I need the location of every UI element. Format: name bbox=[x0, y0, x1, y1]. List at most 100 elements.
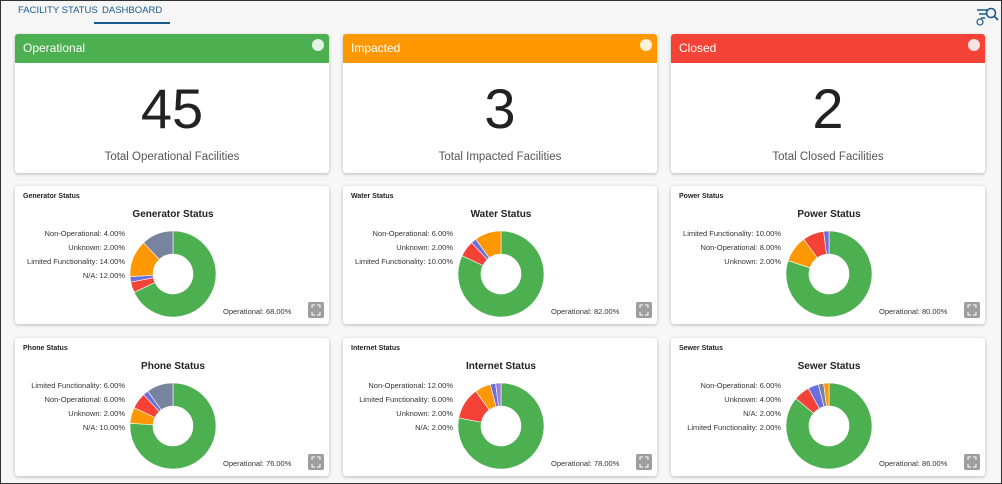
slice-label: Operational: 82.00% bbox=[551, 307, 620, 316]
chart-panel: Generator Status Generator Status Operatio… bbox=[15, 186, 329, 324]
chart-panel: Sewer Status Sewer Status Operational: 86.… bbox=[671, 338, 985, 476]
donut-chart: Sewer Status Sewer Status Operational: 86.… bbox=[679, 345, 980, 470]
card-header: Closed bbox=[671, 34, 985, 63]
expand-bg bbox=[308, 302, 324, 318]
expand-glyph bbox=[639, 304, 649, 316]
slice-label: N/A: 12.00% bbox=[83, 271, 125, 280]
chart-title: Phone Status bbox=[141, 361, 205, 372]
expand-bg bbox=[636, 454, 652, 470]
panel-title: Power Status bbox=[679, 193, 723, 200]
tab[interactable]: FACILITY STATUS bbox=[18, 5, 98, 16]
slice-label: N/A: 2.00% bbox=[415, 423, 453, 432]
donut-slice bbox=[823, 382, 830, 407]
chart-title: Internet Status bbox=[466, 361, 536, 372]
card-caption: Total Closed Facilities bbox=[772, 151, 884, 163]
donut-slice bbox=[495, 382, 502, 407]
panel-title: Phone Status bbox=[23, 345, 68, 352]
chart-panel: Power Status Power Status Operational: 80.… bbox=[671, 186, 985, 324]
donut-slice bbox=[823, 230, 830, 255]
facility-count: 3 bbox=[484, 77, 516, 140]
summary-card: Impacted 3 Total Impacted Facilities bbox=[343, 34, 657, 173]
slice-label: Non-Operational: 8.00% bbox=[701, 243, 782, 252]
card-header: Impacted bbox=[343, 34, 657, 63]
chart-title: Sewer Status bbox=[798, 361, 861, 372]
chart-panel: Phone Status Phone Status Operational: 76.… bbox=[15, 338, 329, 476]
expand-glyph bbox=[311, 304, 321, 316]
filter-search-icon[interactable] bbox=[975, 5, 999, 27]
expand-button[interactable] bbox=[964, 302, 980, 318]
expand-button[interactable] bbox=[636, 454, 652, 470]
card-title: Operational bbox=[23, 41, 86, 55]
expand-button[interactable] bbox=[308, 302, 324, 318]
slice-label: Operational: 86.00% bbox=[879, 459, 948, 468]
slice-label: N/A: 2.00% bbox=[743, 409, 781, 418]
slice-label: Non-Operational: 4.00% bbox=[45, 229, 126, 238]
expand-bg bbox=[964, 454, 980, 470]
slice-label: Unknown: 2.00% bbox=[68, 243, 125, 252]
slice-label: Non-Operational: 12.00% bbox=[368, 381, 453, 390]
slice-label: Unknown: 2.00% bbox=[68, 409, 125, 418]
expand-bg bbox=[636, 302, 652, 318]
card-icon[interactable] bbox=[312, 39, 324, 51]
slice-label: Non-Operational: 6.00% bbox=[373, 229, 454, 238]
slice-label: Non-Operational: 6.00% bbox=[45, 395, 126, 404]
panel-title: Sewer Status bbox=[679, 345, 723, 352]
card-caption: Total Operational Facilities bbox=[104, 151, 240, 163]
panel-title: Water Status bbox=[351, 193, 394, 200]
slice-label: Unknown: 2.00% bbox=[396, 243, 453, 252]
donut-chart: Phone Status Phone Status Operational: 76.… bbox=[23, 345, 324, 470]
expand-glyph bbox=[967, 456, 977, 468]
facility-count: 2 bbox=[812, 77, 844, 140]
donut-chart: Internet Status Internet Status Operationa… bbox=[351, 345, 652, 470]
panel-title: Internet Status bbox=[351, 345, 400, 352]
slice-label: Limited Functionality: 6.00% bbox=[31, 381, 125, 390]
donut-slice bbox=[133, 230, 217, 318]
expand-glyph bbox=[639, 456, 649, 468]
chart-panel: Water Status Water Status Operational: 82.… bbox=[343, 186, 657, 324]
slice-label: Limited Functionality: 10.00% bbox=[355, 257, 453, 266]
donut-slice bbox=[147, 382, 174, 411]
slice-label: Limited Functionality: 10.00% bbox=[683, 229, 781, 238]
expand-bg bbox=[964, 302, 980, 318]
donut-slice bbox=[129, 382, 217, 470]
donut-slice bbox=[457, 382, 545, 470]
donut-chart: Generator Status Generator Status Operatio… bbox=[23, 193, 324, 318]
slice-label: Unknown: 2.00% bbox=[724, 257, 781, 266]
card-caption: Total Impacted Facilities bbox=[438, 151, 562, 163]
chart-title: Generator Status bbox=[132, 209, 214, 220]
donut-slice bbox=[785, 230, 873, 318]
facility-count: 45 bbox=[140, 77, 204, 140]
card-icon[interactable] bbox=[968, 39, 980, 51]
tab[interactable]: DASHBOARD bbox=[94, 6, 171, 24]
summary-card: Closed 2 Total Closed Facilities bbox=[671, 34, 985, 173]
card-header: Operational bbox=[15, 34, 329, 63]
card-title: Impacted bbox=[351, 41, 401, 55]
donut-chart: Power Status Power Status Operational: 80.… bbox=[679, 193, 980, 318]
expand-button[interactable] bbox=[308, 454, 324, 470]
chart-panel: Internet Status Internet Status Operationa… bbox=[343, 338, 657, 476]
donut-slice bbox=[475, 230, 502, 259]
slice-label: Limited Functionality: 14.00% bbox=[27, 257, 125, 266]
summary-card: Operational 45 Total Operational Facilitie… bbox=[15, 34, 329, 173]
expand-glyph bbox=[967, 304, 977, 316]
expand-button[interactable] bbox=[964, 454, 980, 470]
slice-label: Operational: 78.00% bbox=[551, 459, 620, 468]
donut-slice bbox=[143, 230, 174, 260]
slice-label: Unknown: 4.00% bbox=[724, 395, 781, 404]
donut-slice bbox=[457, 230, 545, 318]
slice-label: N/A: 10.00% bbox=[83, 423, 125, 432]
slice-label: Operational: 80.00% bbox=[879, 307, 948, 316]
donut-chart: Water Status Water Status Operational: 82.… bbox=[351, 193, 652, 318]
slice-label: Limited Functionality: 6.00% bbox=[359, 395, 453, 404]
card-title: Closed bbox=[679, 41, 717, 55]
slice-label: Operational: 76.00% bbox=[223, 459, 292, 468]
panel-title: Generator Status bbox=[23, 193, 80, 200]
slice-label: Non-Operational: 6.00% bbox=[701, 381, 782, 390]
chart-title: Water Status bbox=[471, 209, 532, 220]
card-icon[interactable] bbox=[640, 39, 652, 51]
expand-glyph bbox=[311, 456, 321, 468]
expand-button[interactable] bbox=[636, 302, 652, 318]
slice-label: Unknown: 2.00% bbox=[396, 409, 453, 418]
expand-bg bbox=[308, 454, 324, 470]
